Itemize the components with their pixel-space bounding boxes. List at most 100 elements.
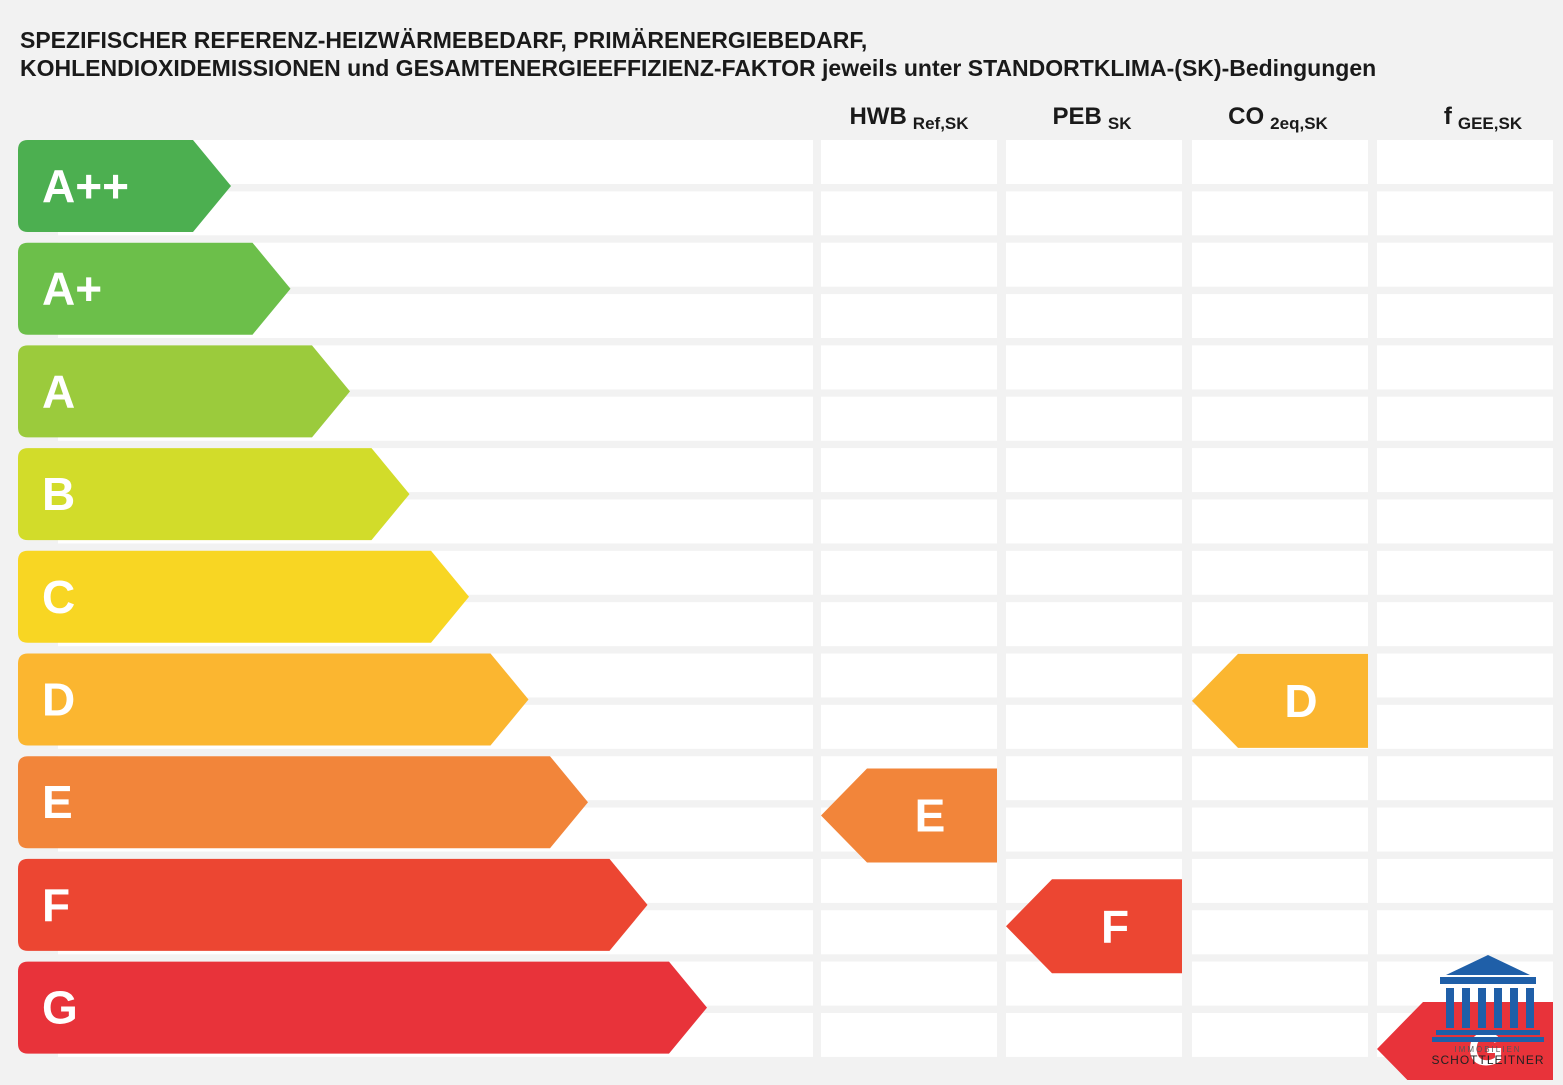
class-arrow-a: [18, 345, 350, 438]
logo-column-icon: [1462, 988, 1470, 1028]
grid-stripe-col-2: [1006, 756, 1182, 801]
grid-stripe-col-4: [1377, 550, 1553, 595]
grid-stripe-col-3: [1192, 191, 1368, 236]
logo-roof-icon: [1446, 955, 1530, 975]
class-arrow-d: [18, 653, 529, 746]
logo-step-icon: [1432, 1037, 1544, 1042]
rating-arrow-hwb: [821, 768, 997, 863]
grid-stripe-col-1: [821, 242, 997, 287]
grid-stripe-col-1: [821, 396, 997, 441]
grid-stripe-col-4: [1377, 653, 1553, 698]
grid-stripe-col-4: [1377, 807, 1553, 852]
rating-arrow-f: [1377, 1001, 1553, 1085]
grid-stripe-col-4: [1377, 345, 1553, 390]
column-header-label: f: [1444, 103, 1453, 130]
rating-arrow-co: [1192, 653, 1368, 748]
class-label-a: A: [42, 365, 75, 417]
grid-stripe-col-4: [1377, 191, 1553, 236]
column-header-label: PEB: [1053, 103, 1102, 130]
class-arrow-g: [18, 961, 707, 1054]
grid-stripe-col-3: [1192, 858, 1368, 903]
grid-stripe-col-2: [1006, 1012, 1182, 1057]
grid-stripe-col-4: [1377, 858, 1553, 903]
grid-stripe-col-1: [821, 550, 997, 595]
grid-stripe-col-2: [1006, 191, 1182, 236]
grid-stripe-col-3: [1192, 910, 1368, 955]
class-arrow-b: [18, 448, 410, 541]
class-label-b: B: [42, 468, 75, 520]
grid-stripe-col-2: [1006, 807, 1182, 852]
logo-column-icon: [1510, 988, 1518, 1028]
class-label-f: F: [42, 879, 70, 931]
grid-stripe-col-2: [1006, 704, 1182, 749]
grid-stripe-col-1: [821, 653, 997, 698]
grid-stripe-col-3: [1192, 961, 1368, 1006]
grid-stripe-col-2: [1006, 294, 1182, 339]
rating-label-co: D: [1284, 675, 1317, 727]
grid-stripe-col-1: [821, 602, 997, 647]
grid-stripe-col-4: [1377, 602, 1553, 647]
logo-column-icon: [1446, 988, 1454, 1028]
class-label-aplusplus: A++: [42, 160, 129, 212]
column-header-subscript: GEE,SK: [1458, 114, 1523, 133]
logo-column-icon: [1526, 988, 1534, 1028]
class-arrow-c: [18, 550, 469, 643]
class-label-e: E: [42, 776, 73, 828]
title-line-1: SPEZIFISCHER REFERENZ-HEIZWÄRMEBEDARF, P…: [20, 27, 867, 53]
class-arrow-aplusplus: [18, 140, 231, 232]
column-header-subscript: SK: [1108, 114, 1132, 133]
grid-stripe-col-4: [1377, 499, 1553, 544]
grid-stripe-col-1: [821, 448, 997, 493]
grid-stripe-col-4: [1377, 704, 1553, 749]
column-header-label: CO: [1228, 103, 1264, 130]
logo-column-icon: [1478, 988, 1486, 1028]
grid-stripe-col-4: [1377, 756, 1553, 801]
rating-label-peb: F: [1101, 900, 1129, 952]
logo-text-bottom: SCHOTTLEITNER: [1431, 1053, 1544, 1067]
grid-stripe-col-4: [1377, 910, 1553, 955]
grid-stripe-col-3: [1192, 499, 1368, 544]
grid-stripe-col-4: [1377, 140, 1553, 184]
grid-stripe-col-1: [821, 1012, 997, 1057]
grid-stripe-col-4: [1377, 294, 1553, 339]
grid-stripe-col-1: [821, 140, 997, 184]
class-label-g: G: [42, 982, 78, 1034]
grid-stripe-col-4: [1377, 242, 1553, 287]
column-header-label: HWB: [849, 103, 906, 130]
class-label-d: D: [42, 674, 75, 726]
grid-stripe-col-3: [1192, 756, 1368, 801]
grid-stripe-col-2: [1006, 140, 1182, 184]
grid-stripe-col-1: [821, 961, 997, 1006]
class-arrow-f: [18, 858, 648, 951]
grid-stripe-col-1: [821, 910, 997, 955]
grid-stripe-col-4: [1377, 396, 1553, 441]
class-arrow-e: [18, 756, 588, 849]
grid-stripe-col-1: [821, 499, 997, 544]
grid-stripe-col-2: [1006, 550, 1182, 595]
class-label-aplus: A+: [42, 263, 102, 315]
grid-stripe-col-1: [821, 294, 997, 339]
column-header-co: CO 2eq,SK: [1228, 103, 1328, 133]
grid-stripe-col-4: [1377, 448, 1553, 493]
grid-stripe-col-2: [1006, 602, 1182, 647]
rating-label-hwb: E: [915, 790, 946, 842]
grid-stripe-col-3: [1192, 1012, 1368, 1057]
grid-stripe-col-3: [1192, 345, 1368, 390]
column-header-hwb: HWB Ref,SK: [849, 103, 969, 133]
grid-stripe-col-2: [1006, 653, 1182, 698]
grid-stripe-col-3: [1192, 448, 1368, 493]
grid-stripe-col-3: [1192, 396, 1368, 441]
grid-stripe-col-3: [1192, 602, 1368, 647]
grid-stripe-col-1: [821, 858, 997, 903]
grid-stripe-col-1: [821, 345, 997, 390]
class-label-c: C: [42, 571, 75, 623]
logo-beam-icon: [1440, 977, 1536, 984]
grid-stripe-col-2: [1006, 499, 1182, 544]
logo-text-top: IMMOBILIEN: [1454, 1045, 1521, 1054]
grid-stripe-col-2: [1006, 448, 1182, 493]
grid-stripe-col-2: [1006, 345, 1182, 390]
grid-stripe-col-2: [1006, 396, 1182, 441]
